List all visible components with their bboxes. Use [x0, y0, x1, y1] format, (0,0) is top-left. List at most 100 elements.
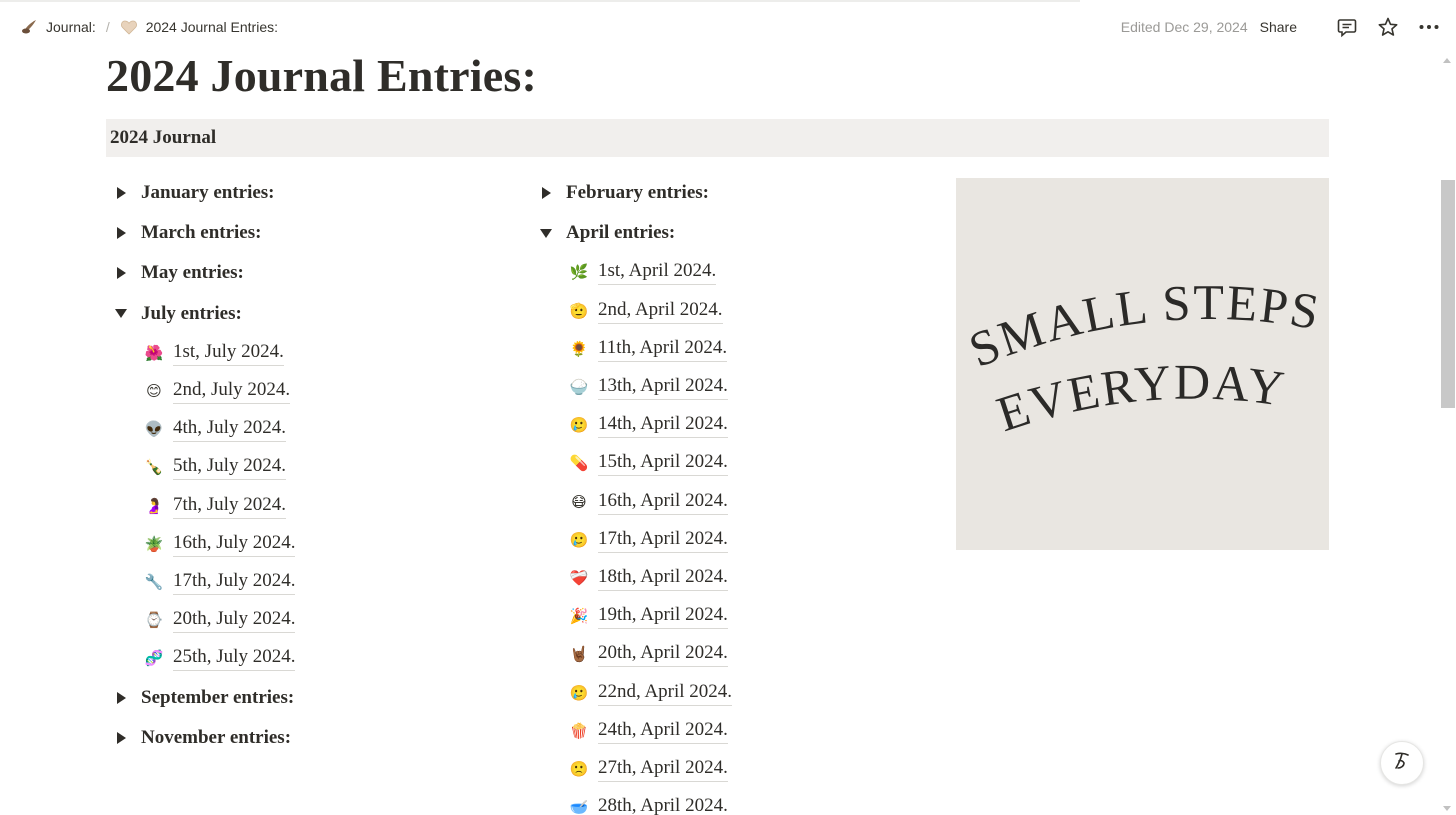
triangle-down-icon[interactable] [106, 304, 136, 324]
quill-icon [20, 18, 38, 36]
entry-title: 19th, April 2024. [598, 603, 728, 630]
triangle-right-icon[interactable] [106, 223, 136, 243]
journal-entry-link[interactable]: 🍾 5th, July 2024. [141, 448, 526, 486]
journal-entry-link[interactable]: 🔧 17th, July 2024. [141, 563, 526, 601]
page-emoji-icon: 🥲 [569, 416, 589, 435]
page-emoji-icon: ⌚ [144, 611, 164, 630]
scroll-down-arrow-icon[interactable] [1443, 806, 1451, 811]
page-emoji-icon: 🌿 [569, 263, 589, 282]
entry-title: 16th, April 2024. [598, 489, 728, 515]
toggle-label: July entries: [141, 302, 242, 324]
journal-entry-link[interactable]: 😷 16th, April 2024. [566, 483, 951, 521]
breadcrumb-separator: / [105, 19, 110, 35]
toggle-february-entries[interactable]: February entries: [531, 173, 951, 213]
more-icon[interactable] [1418, 16, 1440, 38]
entry-title: 5th, July 2024. [173, 454, 286, 481]
toggle-may-entries[interactable]: May entries: [106, 253, 526, 293]
journal-entry-link[interactable]: 🍚 13th, April 2024. [566, 368, 951, 406]
triangle-right-icon[interactable] [106, 263, 136, 283]
journal-entry-link[interactable]: 🤰 7th, July 2024. [141, 487, 526, 525]
quote-image[interactable]: SMALL STEPS EVERYDAY [956, 178, 1329, 550]
triangle-right-icon[interactable] [106, 183, 136, 203]
toggle-label: April entries: [566, 222, 676, 244]
journal-entry-link[interactable]: 💊 15th, April 2024. [566, 444, 951, 482]
page-emoji-icon: 🍿 [569, 721, 589, 740]
toggle-january-entries[interactable]: January entries: [106, 173, 526, 213]
entry-title: 11th, April 2024. [598, 336, 728, 362]
page-emoji-icon: 🌻 [569, 339, 589, 358]
breadcrumb-current-page[interactable]: 2024 Journal Entries: [120, 18, 278, 36]
page-emoji-icon: 🥲 [569, 683, 589, 702]
share-button[interactable]: Share [1259, 19, 1297, 35]
journal-entry-link[interactable]: 🥲 17th, April 2024. [566, 521, 951, 559]
toggle-children: 🌺 1st, July 2024. 😊 2nd, July 2024. 👽 4th, Ju… [106, 334, 526, 678]
journal-entry-link[interactable]: 🤘🏾 20th, April 2024. [566, 635, 951, 673]
journal-entry-link[interactable]: 🥲 22nd, April 2024. [566, 673, 951, 711]
toggle-september-entries[interactable]: September entries: [106, 677, 526, 717]
left-column: January entries: March entries: May entrie… [106, 173, 526, 758]
entry-title: 2nd, July 2024. [173, 378, 291, 405]
journal-entry-link[interactable]: 😊 2nd, July 2024. [141, 372, 526, 410]
journal-entry-link[interactable]: 🥣 28th, April 2024. [566, 788, 951, 815]
ai-assistant-button[interactable] [1380, 741, 1424, 785]
comment-icon[interactable] [1336, 16, 1358, 38]
page-emoji-icon: 🪴 [144, 534, 164, 553]
page-emoji-icon: 🔧 [144, 572, 164, 591]
page-emoji-icon: 🤰 [144, 496, 164, 515]
triangle-shape [116, 267, 126, 280]
entry-title: 13th, April 2024. [598, 374, 728, 401]
toggle-july-entries[interactable]: July entries: [106, 294, 526, 334]
triangle-right-icon[interactable] [106, 728, 136, 748]
journal-entry-link[interactable]: 👽 4th, July 2024. [141, 410, 526, 448]
entry-title: 25th, July 2024. [173, 645, 296, 672]
entry-title: 14th, April 2024. [598, 412, 728, 439]
entry-title: 27th, April 2024. [598, 756, 728, 782]
journal-entry-link[interactable]: 🫡 2nd, April 2024. [566, 292, 951, 330]
toggle-april-entries[interactable]: April entries: [531, 213, 951, 253]
toggle-label: February entries: [566, 182, 709, 204]
page-emoji-icon: 😊 [146, 382, 162, 401]
toggle-label: May entries: [141, 262, 244, 284]
entry-title: 28th, April 2024. [598, 794, 728, 815]
journal-entry-link[interactable]: 🎉 19th, April 2024. [566, 597, 951, 635]
journal-entry-link[interactable]: 🥲 14th, April 2024. [566, 406, 951, 444]
page-emoji-icon: 👽 [144, 420, 164, 439]
triangle-right-icon[interactable] [531, 183, 561, 203]
journal-entry-link[interactable]: 🌻 11th, April 2024. [566, 330, 951, 368]
journal-entry-link[interactable]: 🪴 16th, July 2024. [141, 525, 526, 563]
triangle-down-icon[interactable] [531, 223, 561, 243]
page-emoji-icon: 🍚 [569, 378, 589, 397]
page-emoji-icon: 🥣 [569, 798, 589, 815]
triangle-right-icon[interactable] [106, 688, 136, 708]
page-emoji-icon: 🥲 [569, 530, 589, 549]
svg-text:EVERYDAY: EVERYDAY [990, 354, 1289, 443]
journal-entry-link[interactable]: 🌺 1st, July 2024. [141, 334, 526, 372]
entry-title: 17th, April 2024. [598, 527, 728, 553]
scrollbar-thumb[interactable] [1441, 180, 1455, 408]
journal-entry-link[interactable]: ⌚ 20th, July 2024. [141, 601, 526, 639]
breadcrumb: Journal: / 2024 Journal Entries: [20, 16, 278, 38]
journal-entry-link[interactable]: 🌿 1st, April 2024. [566, 253, 951, 291]
page-emoji-icon: 💊 [569, 454, 589, 473]
triangle-shape [116, 691, 126, 704]
entry-title: 18th, April 2024. [598, 565, 728, 591]
journal-entry-link[interactable]: ❤️‍🩹 18th, April 2024. [566, 559, 951, 597]
journal-entry-link[interactable]: 🧬 25th, July 2024. [141, 639, 526, 677]
breadcrumb-journal[interactable]: Journal: [20, 18, 96, 36]
star-icon[interactable] [1377, 16, 1399, 38]
entry-title: 22nd, April 2024. [598, 680, 733, 706]
scroll-up-arrow-icon[interactable] [1443, 58, 1451, 63]
entry-title: 1st, July 2024. [173, 340, 284, 366]
journal-entry-link[interactable]: 🙁 27th, April 2024. [566, 750, 951, 788]
toggle-november-entries[interactable]: November entries: [106, 718, 526, 758]
scrollbar[interactable] [1440, 54, 1456, 815]
toggle-march-entries[interactable]: March entries: [106, 213, 526, 253]
journal-entry-link[interactable]: 🍿 24th, April 2024. [566, 712, 951, 750]
toggle-label: January entries: [141, 182, 275, 204]
page-emoji-icon: 😷 [571, 492, 587, 511]
page-emoji-icon: 🤘🏾 [569, 645, 589, 664]
triangle-shape [116, 187, 126, 200]
page-title[interactable]: 2024 Journal Entries: [106, 50, 537, 101]
section-heading[interactable]: 2024 Journal [106, 119, 1329, 157]
triangle-shape [116, 227, 126, 240]
